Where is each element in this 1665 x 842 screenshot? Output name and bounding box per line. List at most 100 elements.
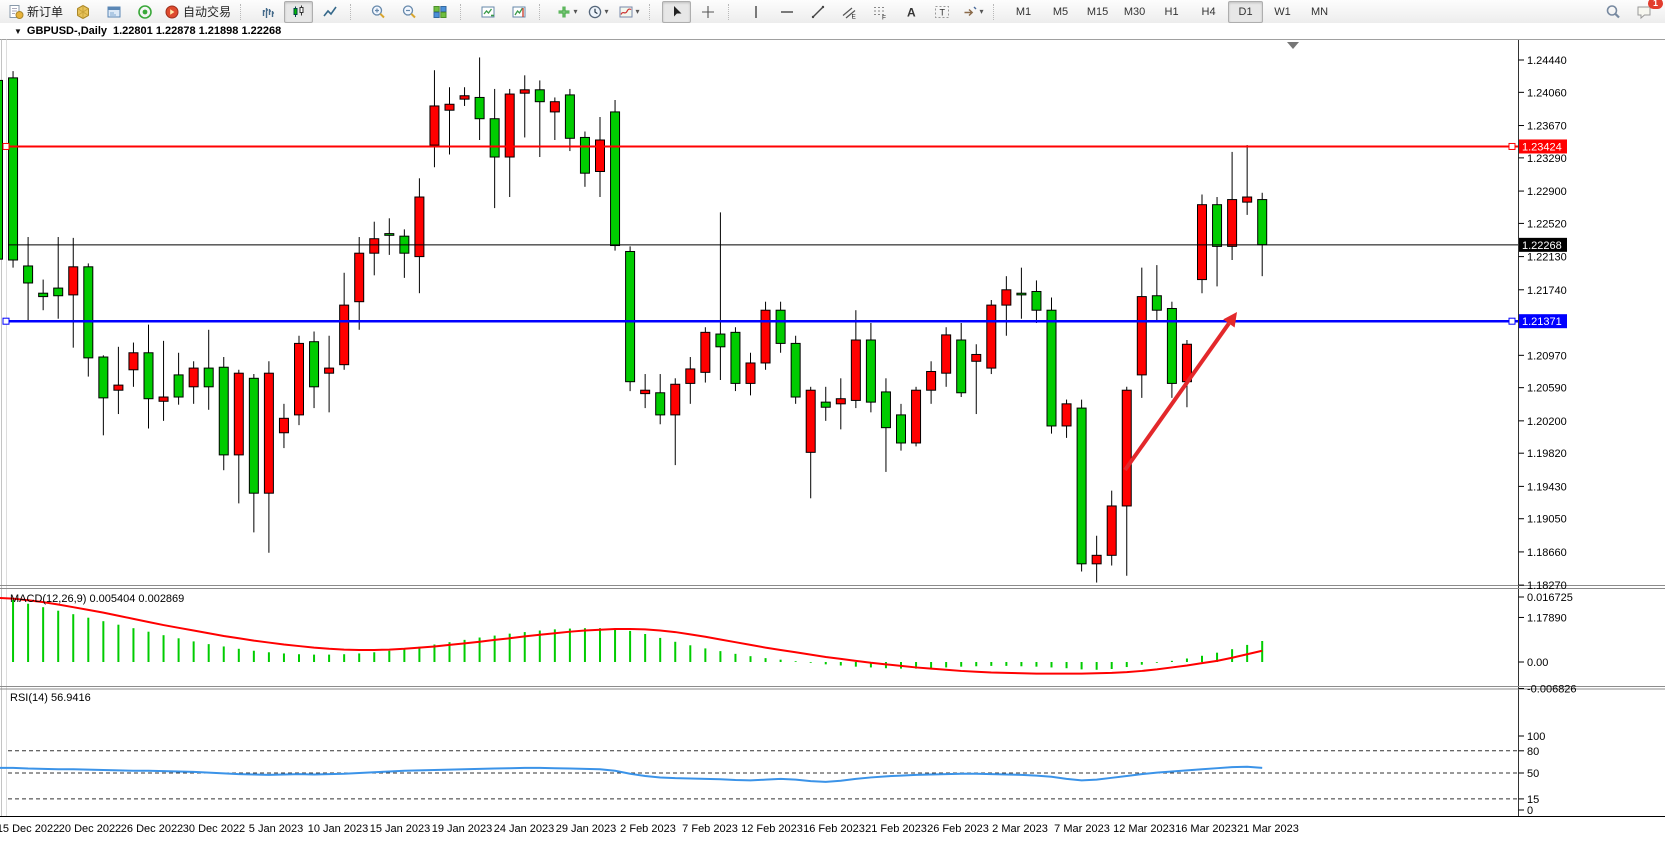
chart-shift-marker-icon[interactable]	[1287, 42, 1299, 49]
price-axis[interactable]: 1.24440 1.24060 1.23670 1.23290 1.22900 1.225…	[1518, 55, 1567, 624]
svg-text:T: T	[939, 7, 945, 17]
toolbar-group-chart-type	[252, 0, 345, 23]
candle-body	[956, 339, 967, 394]
add-indicator-button[interactable]: ▾	[552, 1, 581, 23]
candle-body	[534, 89, 545, 103]
rsi-axis-label: 100	[1527, 731, 1545, 743]
signal-button[interactable]	[130, 1, 159, 23]
toolbar-group-insert: ▾ ▾ ▾	[551, 0, 644, 23]
channel-icon: E	[842, 7, 856, 20]
templates-button[interactable]: ▾	[614, 1, 643, 23]
chart-shift-button[interactable]	[504, 1, 533, 23]
trend-arrow[interactable]	[1123, 322, 1231, 472]
new-order-button[interactable]: 新订单	[5, 1, 66, 23]
dropdown-caret-icon[interactable]: ▾	[573, 7, 578, 16]
timeframe-d1-button[interactable]: D1	[1228, 0, 1264, 23]
trendline-button[interactable]	[803, 1, 832, 23]
add-indicator-icon	[558, 6, 570, 17]
zoom-in-button[interactable]	[363, 1, 392, 23]
text-label-button[interactable]: T	[927, 1, 956, 23]
chat-button[interactable]: 1	[1629, 0, 1663, 23]
resistance-hline-marker[interactable]	[1508, 142, 1516, 150]
shapes-icon	[964, 6, 977, 16]
text-a-icon: A	[907, 5, 916, 19]
date-tick-label: 15 Jan 2023	[370, 823, 431, 835]
fibonacci-button[interactable]: F	[865, 1, 894, 23]
equidistant-channel-button[interactable]: E	[834, 1, 863, 23]
timeframe-m30-button[interactable]: M30	[1123, 5, 1146, 18]
tiles-icon	[433, 5, 447, 18]
periods-button[interactable]: ▾	[583, 1, 612, 23]
autotrade-button-label: 自动交易	[183, 5, 232, 19]
collapse-icon[interactable]: ▼	[14, 26, 22, 36]
date-tick-label: 26 Dec 2022	[121, 823, 183, 835]
timeframe-m15-button[interactable]: M15	[1086, 5, 1109, 18]
chart-title-bar[interactable]: ▼ GBPUSD-,Daily 1.22801 1.22878 1.21898 …	[0, 23, 1665, 39]
macd-axis-label: 0.00	[1527, 657, 1548, 669]
date-axis[interactable]: 15 Dec 2022 20 Dec 2022 26 Dec 2022 30 Dec …	[0, 823, 1299, 835]
timeframe-h1-button[interactable]: H1	[1164, 5, 1179, 18]
candle-body	[896, 414, 906, 444]
candle-chart-button[interactable]	[284, 0, 314, 23]
line-chart-button[interactable]	[315, 1, 344, 23]
text-button[interactable]: A	[896, 1, 925, 23]
dropdown-caret-icon[interactable]: ▾	[604, 7, 609, 16]
dropdown-caret-icon[interactable]: ▾	[979, 7, 984, 16]
price-tick-label: 1.20970	[1527, 350, 1567, 362]
timeframe-m5-button[interactable]: M5	[1052, 5, 1069, 18]
vertical-line-button[interactable]	[741, 1, 770, 23]
arrows-button[interactable]: ▾	[958, 1, 987, 23]
resistance-hline-price-label: 1.23424	[1522, 141, 1562, 153]
timeframe-m1-button[interactable]: M1	[1015, 5, 1032, 18]
candle-body	[0, 79, 3, 260]
toolbar-group-arrange	[472, 0, 534, 23]
candle-body	[294, 342, 304, 416]
chart-symbol-period: GBPUSD-,Daily	[26, 25, 107, 37]
trend-arrow-head[interactable]	[1223, 312, 1237, 328]
timeframe-w1-button[interactable]: W1	[1274, 5, 1291, 18]
toolbar-group-zoom	[362, 0, 455, 23]
candle-body	[941, 334, 952, 374]
candle-body	[1121, 389, 1132, 507]
zoom-out-button[interactable]	[394, 1, 423, 23]
candle-body	[760, 309, 771, 364]
search-button[interactable]	[1598, 1, 1627, 23]
timeframe-mn-button[interactable]: MN	[1310, 5, 1329, 18]
cursor-button[interactable]	[662, 0, 692, 23]
candle-body	[1212, 204, 1223, 247]
dropdown-caret-icon[interactable]: ▾	[635, 7, 640, 16]
toolbar-separator	[539, 3, 548, 20]
clock-icon	[588, 5, 601, 18]
horizontal-line-button[interactable]	[772, 1, 801, 23]
bar-chart-button[interactable]	[253, 1, 282, 23]
chart-candles-icon	[293, 5, 304, 17]
tile-windows-button[interactable]	[425, 1, 454, 23]
auto-scroll-button[interactable]	[473, 1, 502, 23]
candle-body	[278, 417, 289, 434]
candle-body	[835, 398, 846, 405]
resistance-hline-marker[interactable]	[2, 142, 10, 150]
date-tick-label: 16 Mar 2023	[1175, 823, 1237, 835]
chart-object-button[interactable]	[68, 1, 97, 23]
date-tick-label: 12 Feb 2023	[741, 823, 803, 835]
candle-body	[850, 339, 861, 401]
market-watch-button[interactable]	[99, 1, 128, 23]
support-hline-marker[interactable]	[2, 317, 10, 325]
candle-body	[143, 352, 154, 400]
autotrade-button[interactable]: 自动交易	[161, 1, 234, 23]
candle-body	[911, 389, 922, 444]
crosshair-button[interactable]	[693, 1, 722, 23]
candlestick-series	[0, 57, 1268, 583]
support-hline-marker[interactable]	[1508, 317, 1516, 325]
arrange-1-icon	[481, 6, 495, 17]
candle-body	[53, 287, 64, 297]
candle-body	[339, 304, 350, 366]
candle-body	[1136, 296, 1147, 376]
price-tick-label: 1.23290	[1527, 153, 1567, 165]
candle-body	[670, 383, 681, 416]
macd-signal-line	[0, 596, 1263, 675]
candle-body	[775, 309, 786, 344]
signal-icon	[137, 4, 152, 19]
timeframe-h4-button[interactable]: H4	[1201, 5, 1216, 18]
candle-body	[625, 250, 636, 383]
